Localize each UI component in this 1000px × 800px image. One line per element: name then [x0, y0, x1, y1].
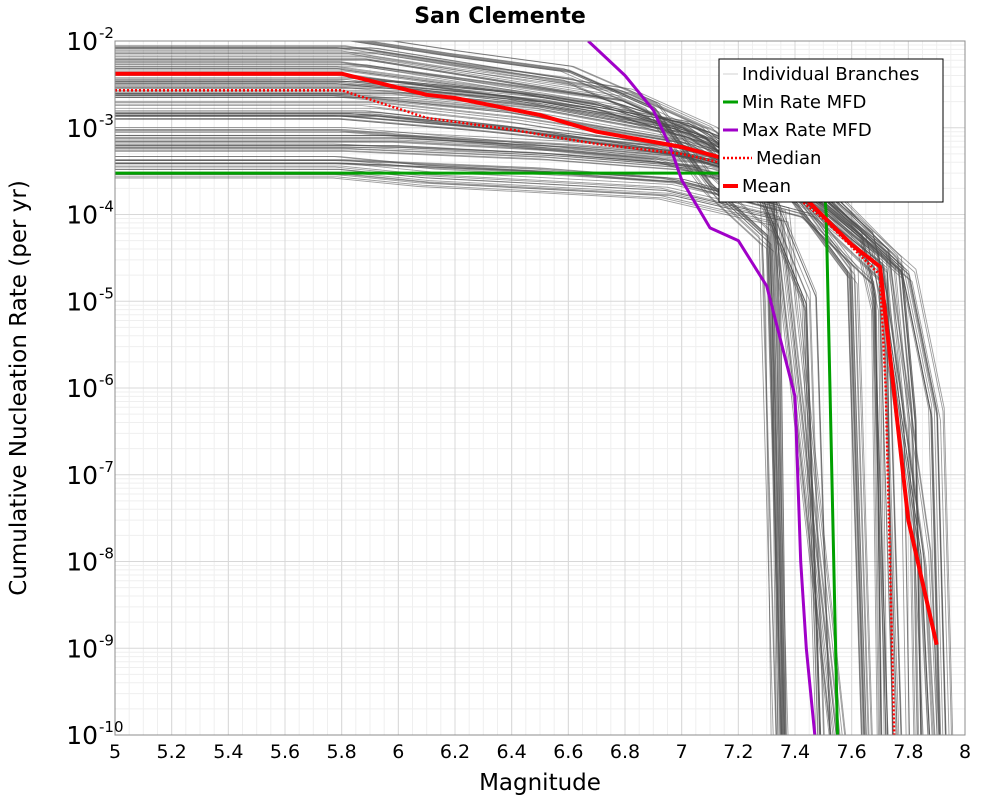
legend: Individual Branches Min Rate MFD Max Rat…: [718, 58, 944, 203]
x-tick-label: 7.4: [780, 741, 810, 763]
x-tick-label: 6.8: [610, 741, 640, 763]
series-line-branch: [115, 59, 822, 735]
y-tick-label-base: 10: [66, 461, 98, 490]
x-tick-label: 7.8: [893, 741, 923, 763]
y-tick-label-base: 10: [66, 201, 98, 230]
y-tick-label-base: 10: [66, 287, 98, 316]
y-tick-label-base: 10: [66, 27, 98, 56]
y-tick-label-exponent: -4: [99, 198, 114, 216]
series-line-max-rate-mfd: [587, 41, 817, 735]
legend-label-mean: Mean: [742, 176, 791, 197]
series-line-branch: [115, 55, 824, 735]
x-tick-label: 6.6: [553, 741, 583, 763]
y-tick-label-base: 10: [66, 634, 98, 663]
y-tick-label-base: 10: [66, 374, 98, 403]
series-line-branch: [115, 92, 785, 735]
legend-label-max-rate: Max Rate MFD: [742, 120, 872, 141]
series-line-median: [115, 89, 896, 735]
series-line-branch: [115, 85, 783, 735]
y-tick-label-base: 10: [66, 548, 98, 577]
series-line-branch: [115, 97, 786, 735]
series-line-branch: [115, 47, 825, 735]
y-tick-label-exponent: -2: [99, 24, 114, 42]
y-tick-label-exponent: -3: [99, 111, 114, 129]
y-tick-label-exponent: -8: [99, 545, 114, 563]
series-line-branch: [115, 49, 821, 735]
x-tick-label: 6.2: [440, 741, 470, 763]
legend-box: [718, 58, 944, 203]
x-axis-ticks: 5 5.2 5.4 5.6 5.8 6 6.2 6.4 6.6 6.8 7 7.2 7.4 7.6 7.8 8: [109, 741, 971, 763]
x-tick-label: 6.4: [497, 741, 527, 763]
series-line-branch: [115, 148, 902, 735]
series-line-branch: [115, 165, 838, 735]
series-line-mean: [115, 71, 939, 646]
x-axis-label: Magnitude: [479, 770, 601, 796]
legend-label-branches: Individual Branches: [742, 64, 919, 85]
chart-title: San Clemente: [414, 4, 586, 29]
y-tick-label-exponent: -5: [99, 284, 114, 302]
series-line-branch: [115, 86, 785, 735]
x-tick-label: 8: [959, 741, 971, 763]
x-tick-label: 5.6: [270, 741, 300, 763]
legend-label-median: Median: [756, 148, 821, 169]
x-tick-label: 7: [676, 741, 688, 763]
x-tick-label: 5.8: [327, 741, 357, 763]
x-tick-label: 6: [392, 741, 404, 763]
series-line-branch: [115, 168, 835, 735]
plot-frame: [114, 40, 966, 736]
series-line-branch: [115, 81, 787, 735]
x-tick-label: 7.6: [837, 741, 867, 763]
x-tick-label: 7.2: [723, 741, 753, 763]
series-line-branch: [115, 53, 831, 735]
y-tick-label-exponent: -7: [99, 458, 114, 476]
legend-label-min-rate: Min Rate MFD: [742, 92, 866, 113]
y-axis-label: Cumulative Nucleation Rate (per yr): [6, 180, 32, 596]
x-tick-label: 5.2: [157, 741, 187, 763]
y-tick-label-base: 10: [66, 721, 98, 750]
series-line-branch: [115, 162, 887, 735]
series-line-branch: [115, 143, 887, 735]
series-line-branch: [115, 163, 843, 735]
series-line-branch: [115, 160, 847, 735]
x-tick-label: 5: [109, 741, 121, 763]
y-tick-label-base: 10: [66, 114, 98, 143]
series-line-branch: [115, 151, 903, 735]
x-tick-label: 5.4: [213, 741, 243, 763]
y-tick-label-exponent: -10: [99, 718, 124, 736]
y-tick-label-exponent: -6: [99, 371, 114, 389]
y-tick-label-exponent: -9: [99, 631, 114, 649]
series-line-branch: [115, 146, 902, 735]
